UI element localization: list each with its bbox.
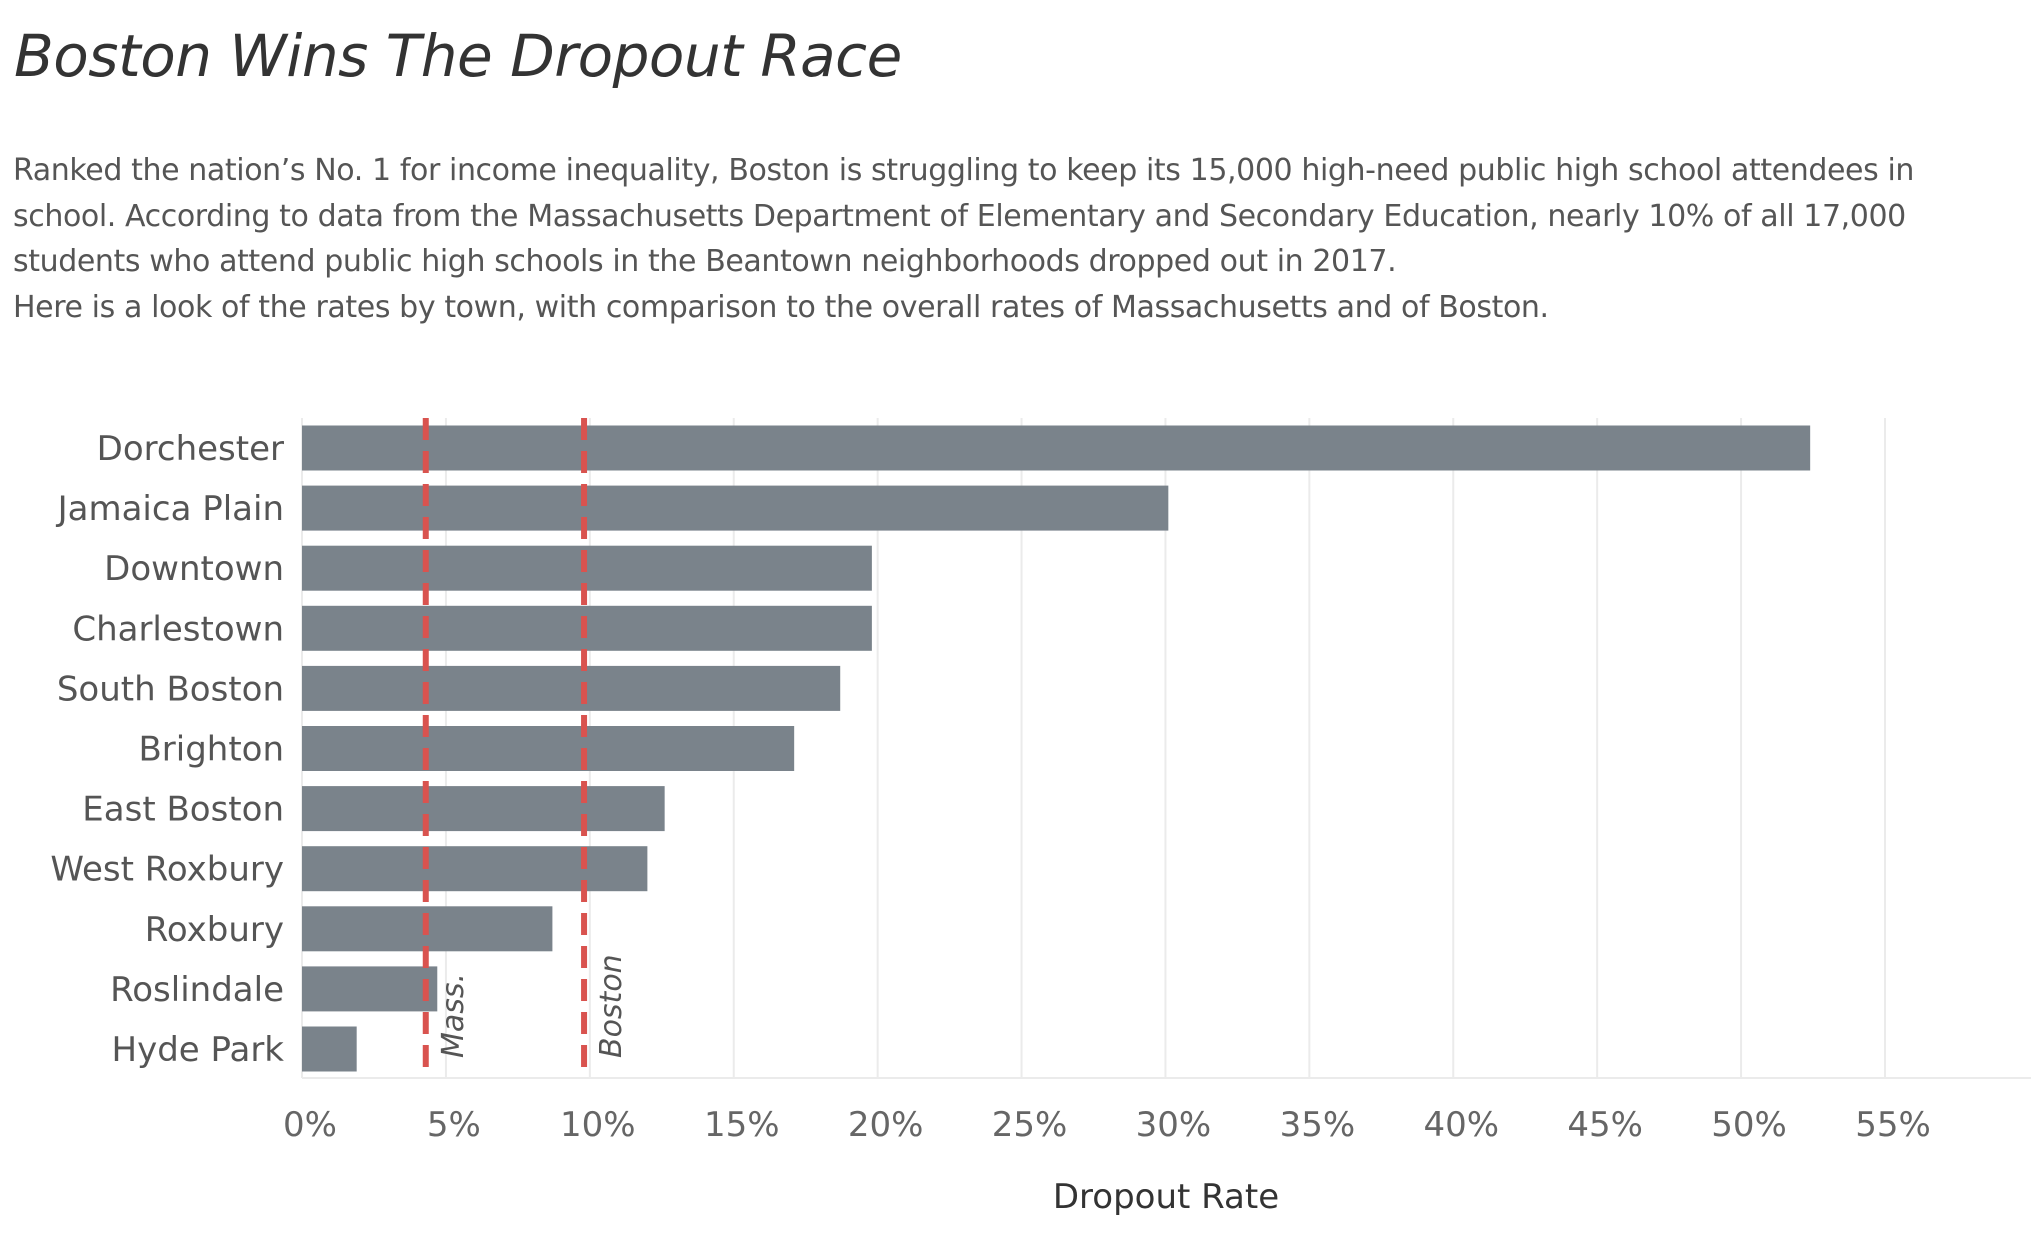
description-line: Here is a look of the rates by town, wit…: [13, 289, 1549, 325]
bar: [302, 1026, 357, 1072]
chart-title: Boston Wins The Dropout Race: [14, 22, 902, 90]
description-line: Ranked the nation’s No. 1 for income ine…: [13, 153, 1915, 188]
x-tick-label: 25%: [992, 1105, 1068, 1145]
category-labels: Dorchester Jamaica Plain Downtown Charlesto…: [50, 429, 284, 1070]
x-tick-label: 40%: [1423, 1105, 1499, 1145]
x-tick-label: 30%: [1136, 1105, 1212, 1145]
x-tick-label: 55%: [1855, 1105, 1931, 1145]
category-label: West Roxbury: [50, 850, 284, 890]
category-label: East Boston: [82, 790, 284, 830]
x-tick-label: 15%: [704, 1105, 780, 1145]
category-label: South Boston: [57, 669, 284, 709]
bar: [302, 485, 1169, 531]
bars: [302, 425, 1811, 1072]
x-tick-labels: 0% 5% 10% 15% 20% 25% 30% 35% 40% 45% 50% 55%: [283, 1105, 1931, 1145]
x-tick-label: 10%: [560, 1105, 636, 1145]
bar: [302, 966, 438, 1012]
x-tick-label: 50%: [1711, 1105, 1787, 1145]
bar: [302, 786, 665, 832]
reference-lines: Mass. Boston: [422, 418, 629, 1078]
category-label: Dorchester: [97, 429, 284, 469]
description-line: students who attend public high schools …: [13, 244, 1397, 279]
x-axis-title: Dropout Rate: [1053, 1177, 1279, 1217]
description-line: school. According to data from the Massa…: [13, 198, 1906, 234]
category-label: Brighton: [138, 730, 284, 770]
bar: [302, 425, 1811, 471]
category-label: Charlestown: [72, 609, 284, 649]
category-label: Jamaica Plain: [56, 489, 284, 529]
reference-line-label: Boston: [594, 954, 629, 1058]
x-tick-label: 0%: [283, 1105, 337, 1145]
x-tick-label: 45%: [1567, 1105, 1643, 1145]
bar: [302, 726, 795, 771]
bar: [302, 665, 841, 711]
x-tick-label: 5%: [427, 1105, 481, 1145]
category-label: Roslindale: [110, 970, 284, 1010]
x-tick-label: 35%: [1280, 1105, 1356, 1145]
x-tick-label: 20%: [848, 1105, 924, 1145]
category-label: Downtown: [104, 549, 284, 589]
bar: [302, 846, 648, 892]
reference-line-label: Mass.: [436, 973, 471, 1058]
category-label: Roxbury: [145, 910, 284, 950]
chart-description: Ranked the nation’s No. 1 for income ine…: [13, 148, 2013, 330]
category-label: Hyde Park: [112, 1030, 285, 1070]
